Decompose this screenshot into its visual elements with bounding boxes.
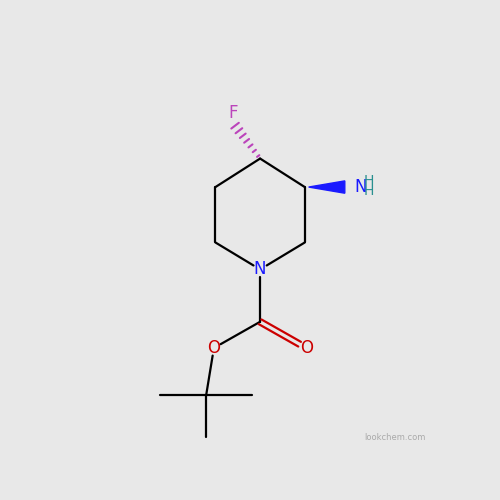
Text: O: O xyxy=(208,339,220,357)
Polygon shape xyxy=(308,181,345,193)
Text: O: O xyxy=(300,339,313,357)
Text: H: H xyxy=(364,184,374,198)
Text: lookchem.com: lookchem.com xyxy=(364,433,426,442)
Text: N: N xyxy=(355,178,368,196)
Text: H: H xyxy=(364,174,374,188)
Text: F: F xyxy=(228,104,238,122)
Text: N: N xyxy=(254,260,266,278)
